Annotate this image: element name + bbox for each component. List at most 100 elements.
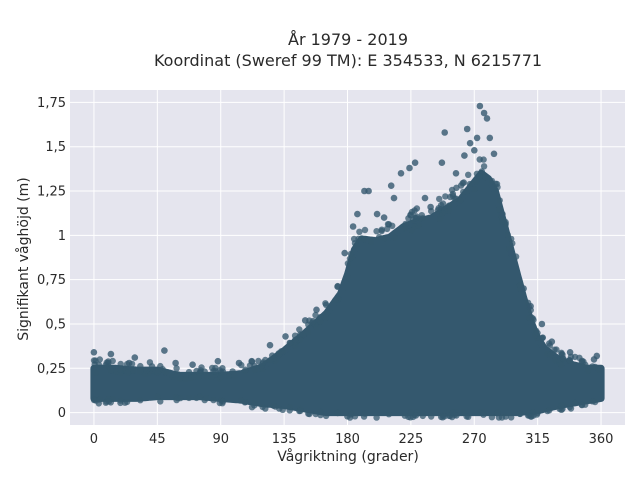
edge-point xyxy=(322,314,330,321)
edge-point xyxy=(360,236,368,243)
edge-point xyxy=(195,373,203,380)
edge-point xyxy=(495,206,503,213)
edge-point xyxy=(373,228,380,235)
data-point-38 xyxy=(480,109,488,117)
edge-point xyxy=(355,235,362,242)
edge-point xyxy=(218,373,225,380)
edge-point xyxy=(449,409,457,416)
data-point-32 xyxy=(461,152,468,159)
edge-point xyxy=(385,221,393,228)
data-point-27 xyxy=(421,194,429,202)
edge-point xyxy=(219,398,227,405)
edge-point xyxy=(210,396,217,404)
edge-point xyxy=(306,410,313,418)
edge-point xyxy=(528,314,535,321)
edge-point xyxy=(559,351,566,358)
edge-point xyxy=(137,397,144,404)
edge-point xyxy=(457,197,464,204)
edge-point xyxy=(460,188,467,196)
x-axis-ticks: 0 45 90 135 180 225 270 315 360 xyxy=(90,432,614,447)
edge-point xyxy=(203,394,210,402)
edge-point xyxy=(407,409,414,416)
edge-point xyxy=(96,356,104,363)
data-point-34 xyxy=(466,139,474,147)
edge-point xyxy=(162,369,169,376)
edge-point xyxy=(361,226,369,234)
edge-point xyxy=(278,348,285,355)
edge-point xyxy=(512,253,520,260)
edge-point xyxy=(471,185,478,193)
data-point-40 xyxy=(486,134,494,142)
edge-point xyxy=(317,408,324,415)
edge-point xyxy=(297,407,304,415)
x-tick-label: 360 xyxy=(589,432,614,447)
edge-point xyxy=(557,361,565,368)
y-tick-label: 0,75 xyxy=(37,273,66,288)
x-tick-label: 270 xyxy=(462,432,487,447)
data-point-28 xyxy=(427,203,434,211)
data-point-cloud xyxy=(90,156,605,421)
edge-point xyxy=(488,414,496,421)
edge-point xyxy=(203,373,210,380)
edge-point xyxy=(332,296,339,304)
edge-point xyxy=(266,357,274,364)
data-point-45 xyxy=(527,302,534,310)
data-point-24 xyxy=(397,170,405,177)
data-point-46 xyxy=(538,320,546,328)
edge-point xyxy=(185,368,193,376)
data-point-30 xyxy=(441,129,449,136)
edge-point xyxy=(322,412,330,420)
edge-point xyxy=(152,368,159,375)
edge-point xyxy=(96,396,104,403)
edge-point xyxy=(412,412,420,419)
data-point-5 xyxy=(172,359,179,367)
edge-point xyxy=(259,359,267,366)
data-point-13 xyxy=(313,306,320,314)
data-point-43 xyxy=(507,249,515,257)
edge-point xyxy=(516,410,524,418)
edge-point xyxy=(509,240,516,247)
edge-point xyxy=(173,365,180,372)
edge-point xyxy=(238,397,245,404)
data-point-7 xyxy=(214,357,222,365)
y-axis-ticks: 0 0,25 0,5 0,75 1 1,25 1,5 1,75 xyxy=(37,96,66,421)
edge-point xyxy=(566,403,573,411)
edge-point xyxy=(578,358,585,366)
y-tick-label: 1 xyxy=(58,229,66,244)
edge-point xyxy=(402,220,409,228)
edge-point xyxy=(473,178,480,185)
edge-point xyxy=(445,202,453,209)
edge-point xyxy=(571,399,579,407)
data-point-26 xyxy=(411,159,419,166)
data-point-41 xyxy=(490,150,498,158)
data-point-1 xyxy=(107,350,115,358)
data-point-42 xyxy=(499,210,506,218)
edge-point xyxy=(105,358,112,365)
x-axis-label: Vågriktning (grader) xyxy=(277,448,419,465)
data-point-47 xyxy=(548,338,556,346)
data-point-33 xyxy=(463,125,471,133)
data-point-3 xyxy=(131,354,139,361)
x-tick-label: 225 xyxy=(398,432,423,447)
edge-point xyxy=(154,393,161,401)
edge-point xyxy=(546,407,553,414)
edge-point xyxy=(435,205,442,212)
edge-point xyxy=(415,222,422,229)
data-point-14 xyxy=(334,283,341,291)
edge-point xyxy=(286,407,293,414)
edge-point xyxy=(344,273,351,280)
edge-point xyxy=(296,326,303,333)
edge-point xyxy=(262,405,269,412)
edge-point xyxy=(466,180,473,188)
edge-point xyxy=(480,163,488,170)
y-tick-label: 0 xyxy=(58,406,66,421)
edge-point xyxy=(534,409,541,417)
data-point-16 xyxy=(349,223,357,230)
edge-point xyxy=(557,402,565,409)
y-tick-label: 1,5 xyxy=(45,140,66,155)
edge-point xyxy=(494,184,501,191)
x-tick-label: 0 xyxy=(90,432,98,447)
edge-point xyxy=(344,413,351,420)
x-tick-label: 315 xyxy=(525,432,550,447)
data-point-23 xyxy=(390,194,398,202)
